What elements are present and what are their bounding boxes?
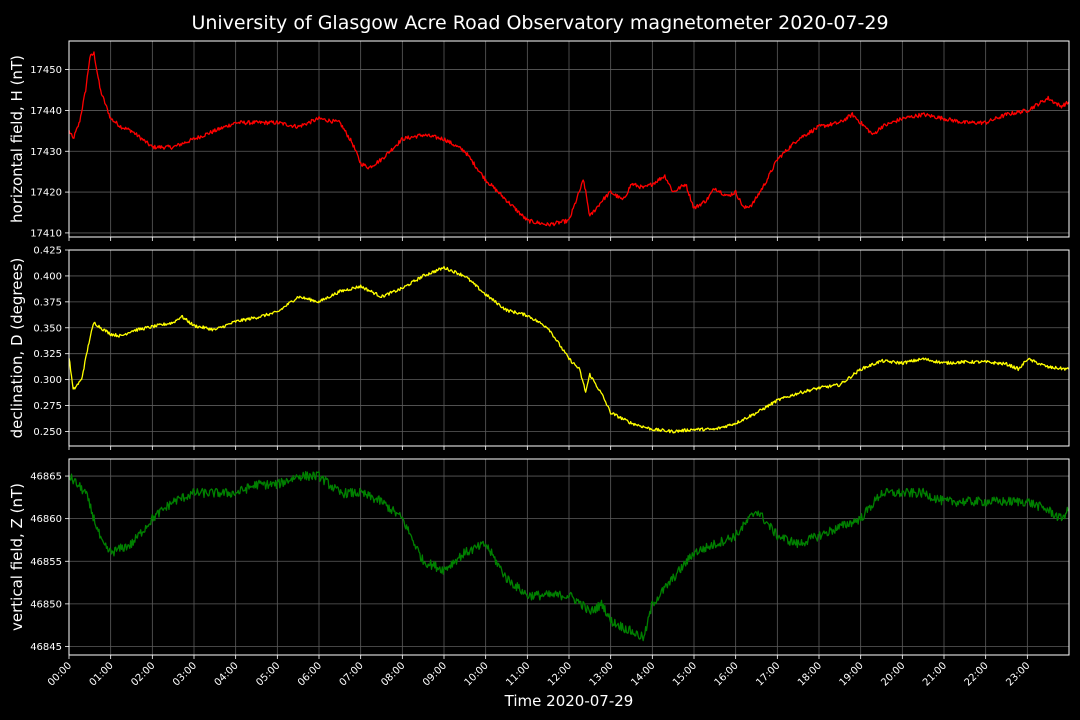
x-tick-label: 17:00	[754, 660, 782, 688]
y-tick-label: 17410	[30, 228, 62, 239]
series-line-1	[68, 51, 1070, 227]
panel-2: 0.250 0.275 0.300 0.325 0.350 0.375 0.400 0.425…	[8, 246, 1070, 450]
x-tick-label: 20:00	[879, 660, 907, 688]
x-tick-label: 05:00	[254, 660, 282, 688]
y-tick-label: 0.400	[33, 271, 62, 282]
y-tick-label: 17430	[30, 147, 62, 158]
y-tick-label: 17450	[30, 65, 62, 76]
x-tick-label: 07:00	[338, 660, 366, 688]
y-tick-label: 0.275	[33, 401, 62, 412]
x-tick-label: 14:00	[629, 660, 657, 688]
y-tick-label: 0.250	[33, 427, 62, 438]
x-tick-label: 16:00	[713, 660, 741, 688]
panel-frame	[68, 249, 1070, 447]
x-tick-label: 03:00	[171, 660, 199, 688]
y-tick-label: 46865	[30, 472, 62, 483]
x-tick-label: 06:00	[296, 660, 324, 688]
chart-title: University of Glasgow Acre Road Observat…	[191, 12, 888, 34]
y-tick-label: 0.425	[33, 246, 62, 257]
x-tick-label: 23:00	[1004, 660, 1032, 688]
panel-3: 46845 46850 46855 46860 46865 vertical field,…	[8, 458, 1070, 659]
y-axis-label: vertical field, Z (nT)	[8, 483, 26, 631]
y-tick-label: 17420	[30, 188, 62, 199]
y-tick-label: 0.325	[33, 349, 62, 360]
y-tick-label: 17440	[30, 106, 62, 117]
panel-frame	[68, 458, 1070, 656]
x-tick-label: 09:00	[421, 660, 449, 688]
x-tick-label: 18:00	[796, 660, 824, 688]
x-tick-label: 10:00	[463, 660, 491, 688]
x-tick-label: 21:00	[921, 660, 949, 688]
y-axis-label: declination, D (degrees)	[8, 258, 26, 439]
panels-group: 17410 17420 17430 17440 17450 horizontal fiel…	[8, 40, 1070, 659]
x-tick-label: 19:00	[838, 660, 866, 688]
series-line-2	[68, 265, 1070, 434]
y-tick-label: 46860	[30, 514, 62, 525]
x-tick-label: 22:00	[963, 660, 991, 688]
x-tick-label: 08:00	[379, 660, 407, 688]
panel-frame	[68, 40, 1070, 238]
y-axis-label: horizontal field, H (nT)	[8, 55, 26, 223]
x-tick-label: 02:00	[129, 660, 157, 688]
y-tick-label: 0.350	[33, 323, 62, 334]
x-tick-label: 12:00	[546, 660, 574, 688]
y-tick-label: 46855	[30, 557, 62, 568]
y-tick-label: 0.300	[33, 375, 62, 386]
y-tick-label: 46850	[30, 599, 62, 610]
x-axis-label: Time 2020-07-29	[504, 692, 634, 710]
y-tick-label: 0.375	[33, 297, 62, 308]
x-tick-label: 00:00	[46, 660, 74, 688]
x-tick-label: 15:00	[671, 660, 699, 688]
x-tick-label: 13:00	[588, 660, 616, 688]
panel-1: 17410 17420 17430 17440 17450 horizontal fiel…	[8, 40, 1070, 241]
x-tick-label: 01:00	[88, 660, 116, 688]
x-tick-label: 04:00	[213, 660, 241, 688]
x-tick-label: 11:00	[504, 660, 532, 688]
y-tick-label: 46845	[30, 642, 62, 653]
x-tick-labels: 00:00 01:00 02:00 03:00 04:00 05:00 06:00 07:00…	[46, 660, 1032, 688]
series-line-3	[68, 470, 1070, 642]
